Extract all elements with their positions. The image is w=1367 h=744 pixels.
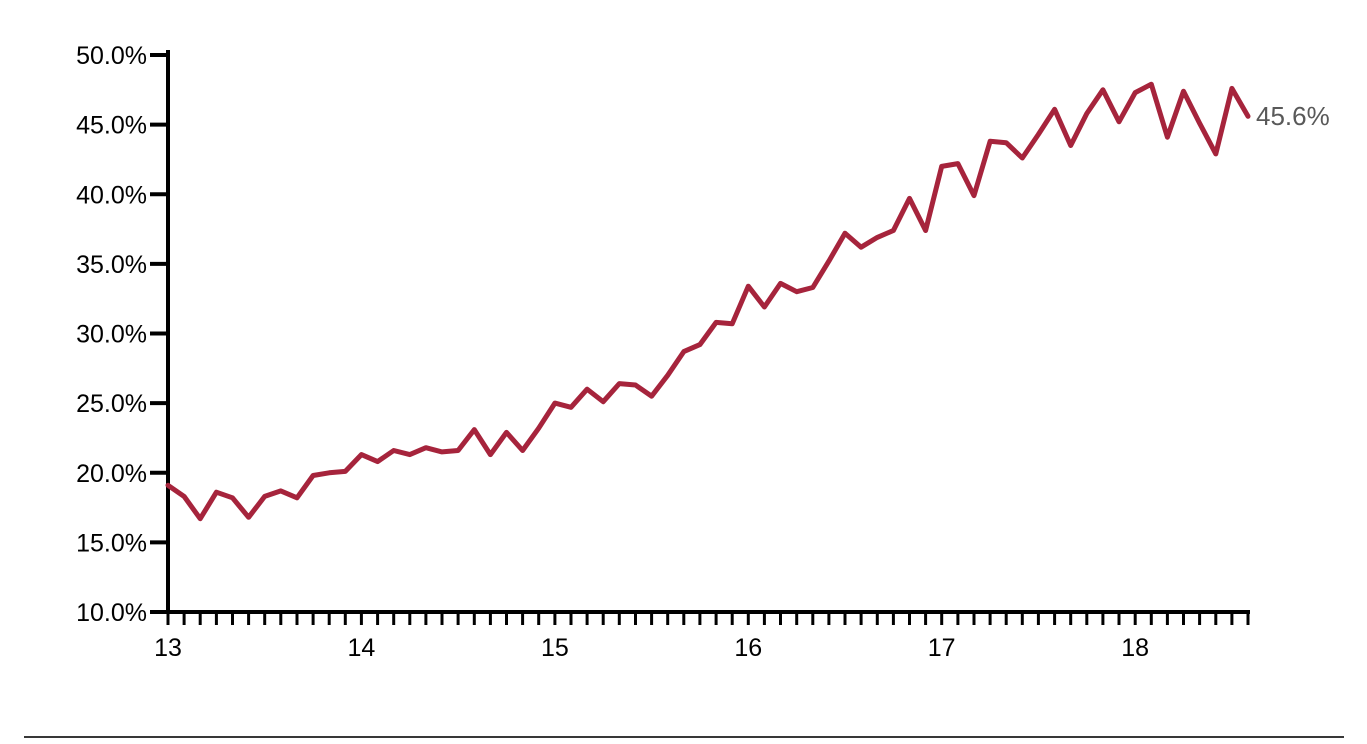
x-year-label: 15 [541,634,569,662]
y-tick-label: 30.0% [76,321,147,349]
x-year-label: 13 [154,634,182,662]
x-year-label: 18 [1121,634,1149,662]
series-end-value-label: 45.6% [1256,101,1330,131]
y-tick-label: 50.0% [76,42,147,70]
y-tick-label: 15.0% [76,529,147,557]
x-year-label: 16 [734,634,762,662]
y-tick-label: 40.0% [76,181,147,209]
footer-divider [24,736,1344,738]
y-tick-label: 20.0% [76,460,147,488]
y-tick-label: 10.0% [76,599,147,627]
y-tick-label: 45.0% [76,112,147,140]
y-tick-label: 25.0% [76,390,147,418]
series-line [165,81,1251,522]
x-year-label: 14 [347,634,375,662]
y-tick-label: 35.0% [76,251,147,279]
x-year-label: 17 [928,634,956,662]
